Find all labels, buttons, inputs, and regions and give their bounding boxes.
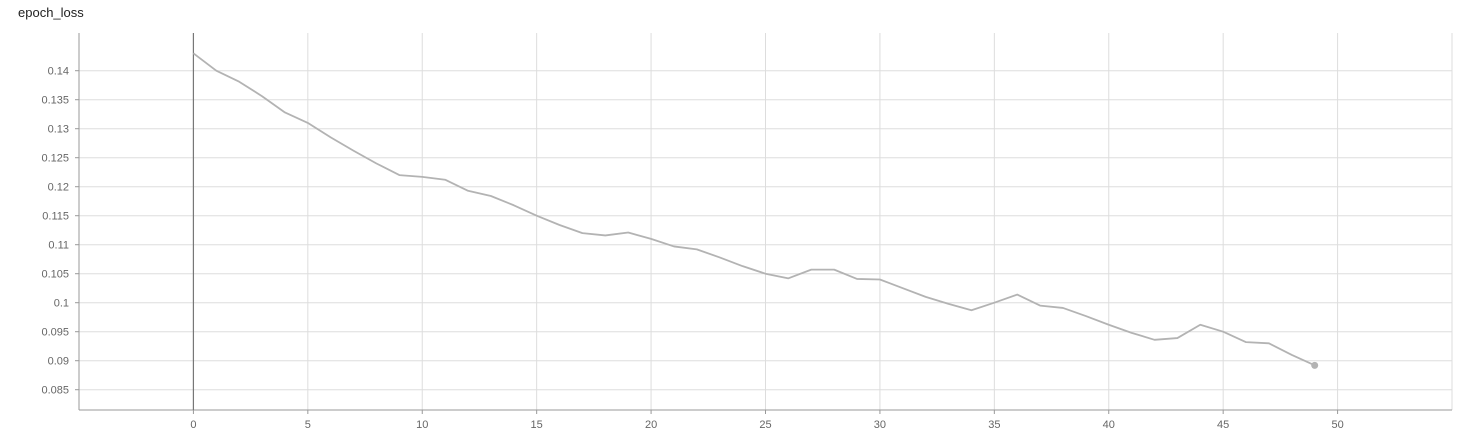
- y-tick-label: 0.1: [54, 298, 69, 310]
- y-tick-label: 0.09: [48, 356, 69, 368]
- y-tick-label: 0.105: [41, 269, 69, 281]
- axis-layer: [75, 33, 1452, 414]
- grid-layer: [79, 33, 1453, 410]
- x-tick-label: 35: [988, 419, 1000, 431]
- y-tick-label: 0.12: [48, 182, 69, 194]
- y-tick-label: 0.11: [48, 240, 69, 252]
- tick-labels: 0.085 0.09 0.095 0.1 0.105 0.11 0.115 0.12 0.125…: [41, 66, 1343, 431]
- y-tick-label: 0.135: [41, 95, 69, 107]
- x-tick-label: 15: [531, 419, 543, 431]
- y-tick-label: 0.115: [42, 211, 69, 223]
- series-layer: [192, 52, 1319, 369]
- x-tick-label: 45: [1217, 419, 1229, 431]
- x-tick-label: 40: [1103, 419, 1115, 431]
- x-tick-label: 30: [874, 419, 886, 431]
- y-tick-label: 0.085: [41, 385, 69, 397]
- y-tick-label: 0.095: [41, 327, 69, 339]
- y-tick-label: 0.13: [48, 124, 69, 136]
- x-tick-label: 25: [759, 419, 771, 431]
- x-tick-label: 10: [416, 419, 428, 431]
- last-point-marker: [1311, 361, 1319, 369]
- loss-series-line: [192, 52, 1316, 367]
- x-tick-label: 50: [1331, 419, 1343, 431]
- y-tick-label: 0.125: [41, 153, 69, 165]
- x-tick-label: 20: [645, 419, 657, 431]
- y-tick-label: 0.14: [48, 66, 69, 78]
- x-tick-label: 5: [305, 419, 311, 431]
- x-tick-label: 0: [190, 419, 196, 431]
- chart-title: epoch_loss: [18, 5, 84, 20]
